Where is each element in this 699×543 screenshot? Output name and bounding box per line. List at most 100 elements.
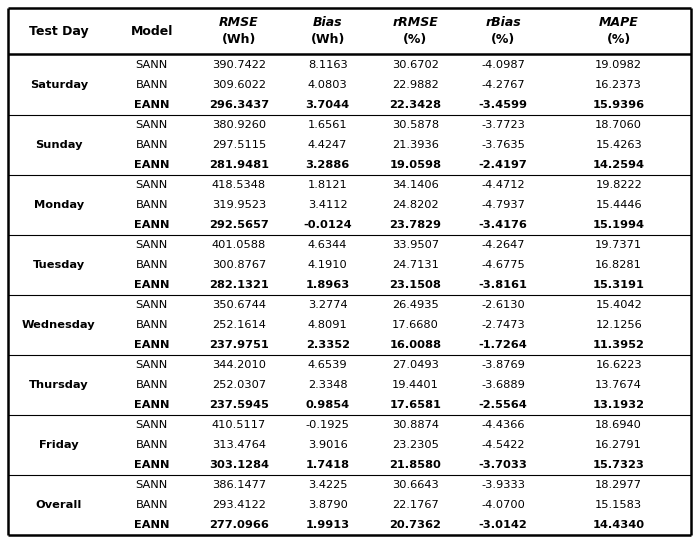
Text: EANN: EANN xyxy=(134,340,169,350)
Text: 15.7323: 15.7323 xyxy=(593,460,644,470)
Text: -3.4176: -3.4176 xyxy=(479,219,528,230)
Text: 3.2774: 3.2774 xyxy=(308,300,347,310)
Text: SANN: SANN xyxy=(136,180,168,190)
Text: EANN: EANN xyxy=(134,460,169,470)
Text: 1.9913: 1.9913 xyxy=(305,520,350,530)
Text: 18.6940: 18.6940 xyxy=(596,420,642,430)
Text: 14.2594: 14.2594 xyxy=(593,160,644,169)
Text: 20.7362: 20.7362 xyxy=(389,520,441,530)
Text: 3.7044: 3.7044 xyxy=(305,99,350,110)
Text: (Wh): (Wh) xyxy=(222,33,256,46)
Text: (%): (%) xyxy=(491,33,515,46)
Text: -4.4712: -4.4712 xyxy=(481,180,525,190)
Text: (%): (%) xyxy=(403,33,428,46)
Text: 23.1508: 23.1508 xyxy=(389,280,441,289)
Text: BANN: BANN xyxy=(136,140,168,149)
Text: 3.9016: 3.9016 xyxy=(308,440,347,450)
Text: 16.2791: 16.2791 xyxy=(596,440,642,450)
Text: -4.7937: -4.7937 xyxy=(481,200,525,210)
Text: SANN: SANN xyxy=(136,119,168,130)
Text: SANN: SANN xyxy=(136,300,168,310)
Text: 277.0966: 277.0966 xyxy=(209,520,269,530)
Text: rRMSE: rRMSE xyxy=(392,16,438,29)
Text: 0.9854: 0.9854 xyxy=(305,400,350,410)
Text: -2.4197: -2.4197 xyxy=(479,160,527,169)
Text: BANN: BANN xyxy=(136,440,168,450)
Text: -4.0700: -4.0700 xyxy=(481,500,525,510)
Text: 24.7131: 24.7131 xyxy=(392,260,439,270)
Text: 16.8281: 16.8281 xyxy=(596,260,642,270)
Text: 18.7060: 18.7060 xyxy=(595,119,642,130)
Text: 3.8790: 3.8790 xyxy=(308,500,347,510)
Text: BANN: BANN xyxy=(136,500,168,510)
Text: Test Day: Test Day xyxy=(29,25,89,38)
Text: 23.7829: 23.7829 xyxy=(389,219,441,230)
Text: 4.6344: 4.6344 xyxy=(308,239,347,250)
Text: -2.7473: -2.7473 xyxy=(481,320,525,330)
Text: 252.1614: 252.1614 xyxy=(212,320,266,330)
Text: -2.5564: -2.5564 xyxy=(479,400,527,410)
Text: 30.6643: 30.6643 xyxy=(392,480,439,490)
Text: -4.2767: -4.2767 xyxy=(481,79,525,90)
Text: 21.3936: 21.3936 xyxy=(392,140,439,149)
Text: 8.1163: 8.1163 xyxy=(308,60,347,70)
Text: 14.4340: 14.4340 xyxy=(593,520,644,530)
Text: 18.2977: 18.2977 xyxy=(595,480,642,490)
Text: 22.9882: 22.9882 xyxy=(392,79,439,90)
Text: 33.9507: 33.9507 xyxy=(391,239,439,250)
Text: 16.0088: 16.0088 xyxy=(389,340,441,350)
Text: 3.4225: 3.4225 xyxy=(308,480,347,490)
Text: 19.7371: 19.7371 xyxy=(595,239,642,250)
Text: 15.1583: 15.1583 xyxy=(595,500,642,510)
Text: 15.9396: 15.9396 xyxy=(593,99,644,110)
Text: 11.3952: 11.3952 xyxy=(593,340,644,350)
Text: 1.8963: 1.8963 xyxy=(305,280,350,289)
Text: 19.4401: 19.4401 xyxy=(392,380,439,390)
Text: SANN: SANN xyxy=(136,480,168,490)
Text: BANN: BANN xyxy=(136,79,168,90)
Text: EANN: EANN xyxy=(134,160,169,169)
Text: -3.8161: -3.8161 xyxy=(479,280,528,289)
Text: BANN: BANN xyxy=(136,200,168,210)
Text: Friday: Friday xyxy=(39,440,79,450)
Text: 303.1284: 303.1284 xyxy=(209,460,269,470)
Text: -3.8769: -3.8769 xyxy=(481,359,525,370)
Text: -2.6130: -2.6130 xyxy=(481,300,525,310)
Text: 319.9523: 319.9523 xyxy=(212,200,266,210)
Text: EANN: EANN xyxy=(134,280,169,289)
Text: BANN: BANN xyxy=(136,320,168,330)
Text: EANN: EANN xyxy=(134,219,169,230)
Text: 15.1994: 15.1994 xyxy=(593,219,644,230)
Text: SANN: SANN xyxy=(136,239,168,250)
Text: 418.5348: 418.5348 xyxy=(212,180,266,190)
Text: 15.4263: 15.4263 xyxy=(596,140,642,149)
Text: 24.8202: 24.8202 xyxy=(392,200,439,210)
Text: -4.2647: -4.2647 xyxy=(481,239,525,250)
Text: RMSE: RMSE xyxy=(219,16,259,29)
Text: SANN: SANN xyxy=(136,60,168,70)
Text: Saturday: Saturday xyxy=(30,79,88,90)
Text: 282.1321: 282.1321 xyxy=(209,280,269,289)
Text: Thursday: Thursday xyxy=(29,380,89,390)
Text: -3.4599: -3.4599 xyxy=(479,99,528,110)
Text: -3.7723: -3.7723 xyxy=(481,119,525,130)
Text: Wednesday: Wednesday xyxy=(22,320,96,330)
Text: 4.1910: 4.1910 xyxy=(308,260,347,270)
Text: 13.7674: 13.7674 xyxy=(596,380,642,390)
Text: 300.8767: 300.8767 xyxy=(212,260,266,270)
Text: 17.6680: 17.6680 xyxy=(392,320,439,330)
Text: 237.5945: 237.5945 xyxy=(209,400,269,410)
Text: 237.9751: 237.9751 xyxy=(209,340,269,350)
Text: 12.1256: 12.1256 xyxy=(596,320,642,330)
Text: 13.1932: 13.1932 xyxy=(593,400,644,410)
Text: 30.8874: 30.8874 xyxy=(392,420,439,430)
Text: 16.2373: 16.2373 xyxy=(596,79,642,90)
Text: 4.4247: 4.4247 xyxy=(308,140,347,149)
Text: 19.0598: 19.0598 xyxy=(389,160,441,169)
Text: 22.3428: 22.3428 xyxy=(389,99,441,110)
Text: 3.4112: 3.4112 xyxy=(308,200,347,210)
Text: 30.5878: 30.5878 xyxy=(391,119,439,130)
Text: 297.5115: 297.5115 xyxy=(212,140,266,149)
Text: EANN: EANN xyxy=(134,520,169,530)
Text: 252.0307: 252.0307 xyxy=(212,380,266,390)
